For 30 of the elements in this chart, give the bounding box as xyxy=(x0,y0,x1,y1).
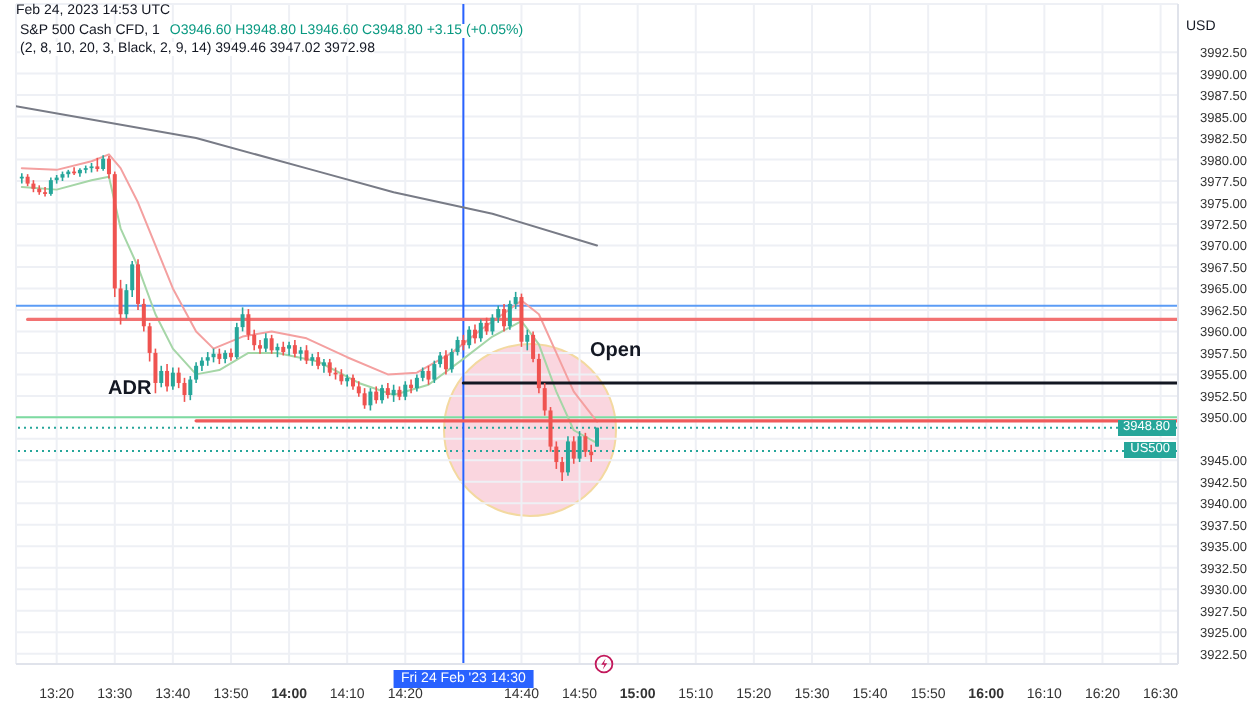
candlestick xyxy=(321,358,326,374)
candlestick xyxy=(467,325,472,350)
annotation: Open xyxy=(590,340,642,362)
candlestick xyxy=(571,435,576,465)
candlestick xyxy=(43,186,48,198)
candlestick xyxy=(269,334,274,355)
candlestick xyxy=(502,303,507,333)
candlestick xyxy=(205,351,210,367)
line-series xyxy=(16,105,598,247)
candlestick xyxy=(403,380,408,401)
candlestick xyxy=(478,318,483,343)
candlestick xyxy=(432,359,437,384)
candlestick xyxy=(48,176,53,197)
candlestick xyxy=(507,299,512,331)
candlestick xyxy=(159,365,164,389)
candlestick xyxy=(368,387,373,412)
candlestick xyxy=(362,387,367,410)
candlestick xyxy=(525,328,530,352)
candlestick xyxy=(263,332,268,353)
candlestick xyxy=(426,365,431,386)
candlestick xyxy=(490,313,495,336)
candlestick xyxy=(443,349,448,376)
candlestick xyxy=(304,344,309,365)
candlestick xyxy=(165,363,170,393)
candlestick xyxy=(519,292,524,348)
candlestick xyxy=(170,366,175,391)
annotation: ADR xyxy=(108,378,152,400)
candlestick xyxy=(583,432,588,458)
candlestick xyxy=(380,383,385,405)
candlestick xyxy=(472,323,477,345)
